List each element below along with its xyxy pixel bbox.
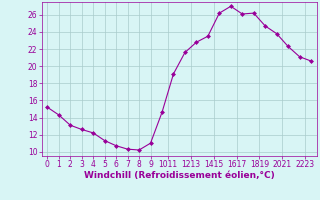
X-axis label: Windchill (Refroidissement éolien,°C): Windchill (Refroidissement éolien,°C): [84, 171, 275, 180]
